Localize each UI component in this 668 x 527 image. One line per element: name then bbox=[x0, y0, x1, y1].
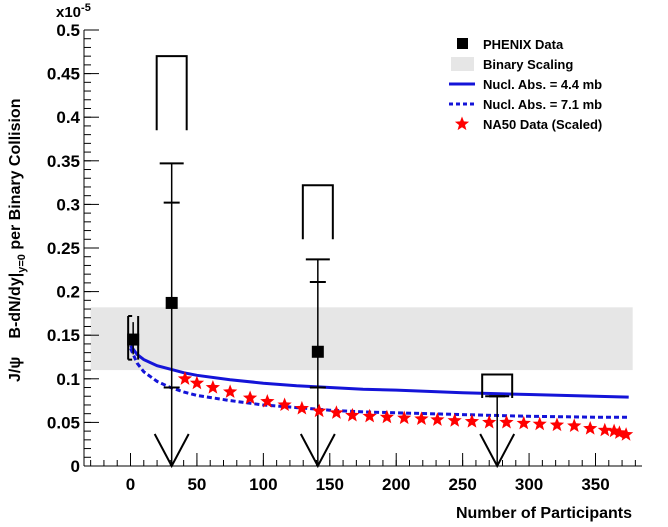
legend-entry-4: Nucl. Abs. = 7.1 mb bbox=[449, 97, 602, 112]
y-tick-label: 0.3 bbox=[56, 195, 80, 214]
na50-star bbox=[414, 411, 429, 425]
x-tick-label: 350 bbox=[581, 475, 609, 494]
x-tick-label: 0 bbox=[126, 475, 135, 494]
legend-star-marker bbox=[454, 116, 470, 131]
y-tick-label: 0.25 bbox=[47, 239, 80, 258]
na50-star bbox=[260, 394, 275, 408]
na50-star bbox=[177, 371, 193, 385]
na50-star bbox=[532, 416, 547, 431]
x-axis-label: Number of Participants bbox=[456, 505, 632, 522]
na50-star bbox=[549, 417, 565, 432]
na50-star bbox=[447, 413, 462, 427]
legend-entry-2: Binary Scaling bbox=[451, 57, 573, 72]
legend-square-marker bbox=[457, 38, 468, 49]
na50-star bbox=[567, 418, 582, 432]
na50-star bbox=[223, 384, 238, 398]
na50-star bbox=[205, 380, 220, 394]
phenix-marker bbox=[165, 296, 178, 309]
legend-entry-3: Nucl. Abs. = 4.4 mb bbox=[449, 77, 602, 92]
y-axis-label: J/ψB-dN/dy|y=0 per Binary Collision bbox=[7, 99, 28, 382]
legend-label: Binary Scaling bbox=[483, 57, 573, 72]
nucl-abs-71-curve bbox=[129, 347, 629, 419]
na50-star bbox=[516, 415, 531, 430]
exponent-label: x10-5 bbox=[56, 2, 91, 21]
na50-star bbox=[618, 427, 634, 441]
na50-star bbox=[277, 397, 292, 411]
x-tick-label: 150 bbox=[316, 475, 344, 494]
nucl-abs-44-curve bbox=[129, 344, 629, 399]
na50-star bbox=[583, 421, 598, 435]
y-tick-label: 0.05 bbox=[47, 413, 80, 432]
na50-star bbox=[362, 408, 377, 423]
y-tick-label: 0.1 bbox=[56, 370, 80, 389]
phenix-point-1 bbox=[127, 315, 140, 361]
y-tick-label: 0.5 bbox=[56, 21, 80, 40]
na50-star bbox=[397, 410, 412, 425]
x-tick-label: 50 bbox=[187, 475, 206, 494]
legend-label: PHENIX Data bbox=[483, 37, 564, 52]
na50-star bbox=[294, 400, 309, 415]
legend-label: Nucl. Abs. = 4.4 mb bbox=[483, 77, 602, 92]
na50-star bbox=[612, 425, 627, 439]
na50-star bbox=[345, 407, 360, 422]
na50-star bbox=[379, 409, 394, 424]
na50-star bbox=[312, 403, 327, 418]
legend-band-swatch bbox=[451, 57, 474, 71]
y-tick-label: 0.15 bbox=[47, 326, 80, 345]
binary-scaling-band bbox=[90, 307, 633, 371]
na50-star bbox=[482, 414, 497, 429]
na50-star bbox=[242, 390, 258, 405]
legend-label: NA50 Data (Scaled) bbox=[483, 117, 602, 132]
na50-star bbox=[607, 423, 622, 438]
na50-star bbox=[329, 405, 344, 419]
phenix-point-2 bbox=[153, 55, 190, 469]
na50-star bbox=[430, 412, 445, 426]
y-tick-label: 0 bbox=[71, 457, 80, 476]
na50-star bbox=[597, 422, 612, 437]
x-tick-label: 250 bbox=[448, 475, 476, 494]
na50-star bbox=[499, 414, 514, 429]
phenix-marker bbox=[311, 345, 324, 358]
na50-star bbox=[464, 414, 480, 428]
upper-limit-bracket bbox=[301, 184, 334, 240]
upper-limit-bracket bbox=[481, 373, 514, 398]
y-tick-label: 0.4 bbox=[56, 108, 80, 127]
phenix-marker bbox=[127, 333, 140, 346]
upper-limit-bracket bbox=[155, 55, 188, 131]
legend-label: Nucl. Abs. = 7.1 mb bbox=[483, 97, 602, 112]
na50-star bbox=[189, 375, 205, 390]
y-tick-label: 0.35 bbox=[47, 152, 80, 171]
x-tick-label: 200 bbox=[382, 475, 410, 494]
legend-entry-5: NA50 Data (Scaled) bbox=[454, 116, 602, 132]
y-tick-label: 0.45 bbox=[47, 65, 80, 84]
x-tick-label: 300 bbox=[515, 475, 543, 494]
y-tick-label: 0.2 bbox=[56, 283, 80, 302]
x-tick-label: 100 bbox=[249, 475, 277, 494]
legend-entry-1: PHENIX Data bbox=[457, 37, 564, 52]
phenix-point-3 bbox=[299, 184, 336, 469]
